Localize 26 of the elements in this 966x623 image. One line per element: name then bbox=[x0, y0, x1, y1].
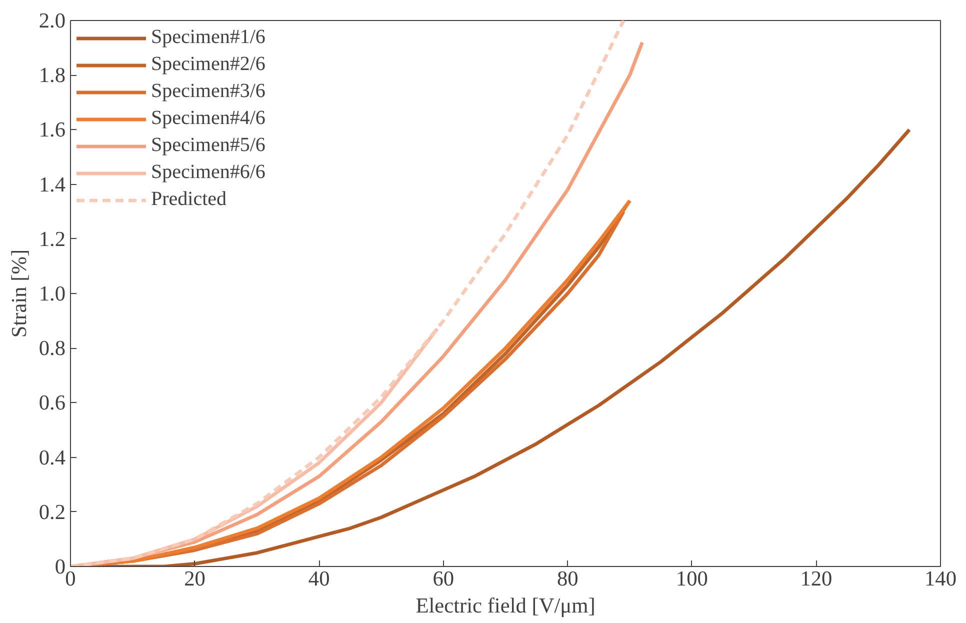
x-tick-label: 140 bbox=[924, 566, 957, 590]
y-tick-label: 0.6 bbox=[38, 390, 66, 415]
y-tick-label: 0.8 bbox=[38, 336, 66, 360]
y-tick-label: 1.2 bbox=[38, 226, 66, 251]
legend-label: Specimen#1/6 bbox=[151, 26, 266, 49]
x-axis-title: Electric field [V/μm] bbox=[416, 594, 596, 618]
legend-label: Specimen#5/6 bbox=[151, 134, 266, 157]
x-tick-label: 20 bbox=[184, 566, 206, 590]
x-tick-label: 120 bbox=[800, 566, 832, 590]
y-tick-label: 1.6 bbox=[38, 118, 66, 142]
y-tick-label: 0.2 bbox=[38, 500, 66, 524]
y-tick-label: 1.4 bbox=[38, 172, 66, 196]
x-tick-label: 60 bbox=[432, 566, 454, 590]
y-tick-label: 2.0 bbox=[38, 8, 66, 32]
x-tick-label: 40 bbox=[308, 566, 330, 590]
x-tick-label: 100 bbox=[676, 566, 708, 590]
legend-label: Specimen#6/6 bbox=[151, 161, 266, 184]
legend-label: Specimen#4/6 bbox=[151, 107, 266, 130]
y-tick-label: 0.4 bbox=[38, 445, 66, 470]
y-tick-label: 1.0 bbox=[38, 282, 66, 306]
legend-label: Predicted bbox=[151, 188, 227, 211]
y-tick-label: 1.8 bbox=[38, 63, 66, 88]
legend-label: Specimen#3/6 bbox=[151, 80, 266, 103]
y-axis-title: Strain [%] bbox=[6, 249, 31, 338]
x-tick-label: 80 bbox=[556, 566, 578, 590]
legend-label: Specimen#2/6 bbox=[151, 53, 266, 76]
